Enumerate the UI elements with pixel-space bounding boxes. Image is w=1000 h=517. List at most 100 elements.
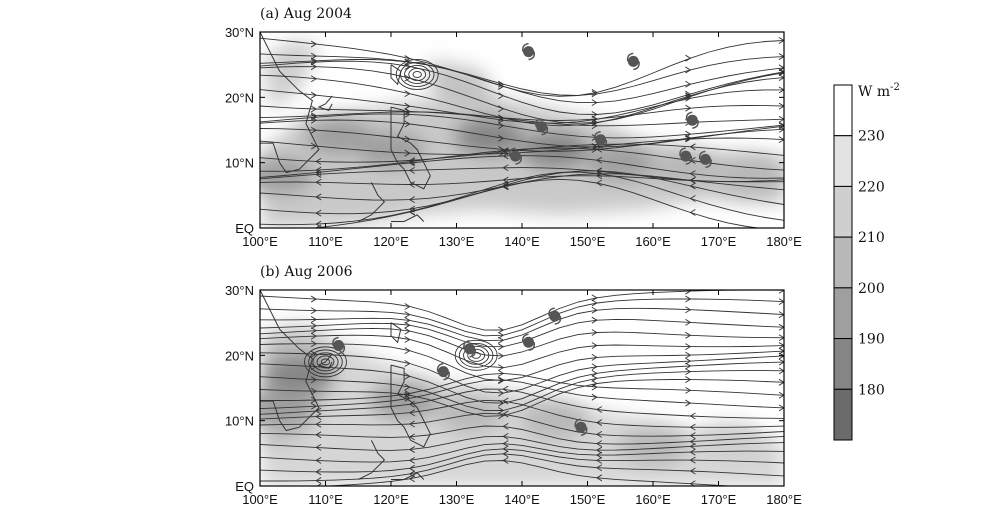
olr-region (717, 157, 784, 194)
panel-b: (b) Aug 2006 100°E 110°E 120°E 130°E 140°E 15… (225, 264, 802, 507)
coastline (317, 353, 333, 370)
panel-a-plot-area (260, 32, 789, 233)
streamline (260, 379, 784, 417)
tc-genesis-marker (685, 111, 699, 129)
circulation-ring (467, 348, 485, 362)
x-tick-label: 120°E (373, 492, 409, 507)
x-tick-label: 150°E (570, 492, 606, 507)
colorbar-level-label: 210 (858, 230, 885, 246)
colorbar-box (833, 236, 853, 289)
circulation-ring (412, 71, 422, 78)
y-tick-label: EQ (235, 221, 254, 236)
panel-b-axes: 100°E 110°E 120°E 130°E 140°E 150°E 160°E 170°E… (225, 283, 802, 507)
x-tick-label: 140°E (504, 234, 540, 249)
colorbar-box (833, 185, 853, 238)
x-tick-label: 130°E (439, 492, 475, 507)
streamline (260, 379, 784, 410)
streamline-arrow (778, 347, 784, 355)
panel-a-axes: 100°E 110°E 120°E 130°E 140°E 150°E 160°E 170°E… (225, 25, 802, 249)
streamline-arrow (778, 352, 784, 360)
colorbar: W m-2 230 220 210 200 190 180 (833, 82, 900, 441)
y-tick-label: 20°N (225, 90, 254, 105)
colorbar-level-label: 230 (858, 129, 885, 145)
streamline (260, 137, 784, 155)
streamline-arrow (784, 227, 789, 233)
circulation-ring (408, 68, 427, 81)
streamline-arrow (783, 450, 784, 452)
streamline-arrow (778, 68, 784, 76)
panel-a-coastlines (260, 32, 458, 222)
y-tick-label: 10°N (225, 414, 254, 429)
streamline-arrow (778, 102, 784, 110)
coastline (390, 106, 431, 190)
streamline-arrow (778, 358, 784, 366)
circulation-ring (395, 59, 439, 90)
olr-region (304, 118, 373, 155)
tc-genesis-marker (332, 336, 346, 355)
streamline (260, 53, 784, 96)
coastline (390, 64, 402, 86)
coastline (317, 95, 333, 112)
panel-a-streamlines (260, 37, 789, 233)
coastline (390, 364, 431, 448)
streamline (260, 170, 784, 215)
streamline (260, 327, 784, 357)
x-tick-label: 170°E (701, 234, 737, 249)
panel-b-olr-regions (260, 356, 766, 465)
streamline-arrow (783, 475, 784, 477)
panel-b-streamlines (260, 290, 784, 486)
streamline-arrow (783, 442, 784, 444)
streamline-arrow (778, 378, 784, 386)
streamline (260, 435, 784, 451)
streamline (260, 128, 784, 152)
circulation-ring (458, 342, 494, 368)
streamline-arrow (783, 154, 784, 156)
colorbar-box (833, 338, 853, 390)
streamline (260, 343, 784, 382)
x-tick-label: 110°E (308, 234, 343, 249)
x-tick-label: 110°E (308, 492, 343, 507)
streamline (260, 412, 784, 437)
streamline-arrow (778, 125, 784, 133)
tc-genesis-marker (522, 42, 536, 61)
streamline-arrow (783, 204, 784, 206)
streamline (260, 155, 784, 179)
coastline (391, 472, 425, 480)
streamline-arrow (316, 483, 322, 486)
circulation-ring (404, 65, 431, 84)
panel-b-plot-area (260, 290, 784, 486)
streamline (260, 147, 784, 172)
circulation-ring (308, 349, 343, 375)
panel-a-title: (a) Aug 2004 (260, 6, 352, 22)
streamline-arrow (783, 169, 784, 171)
panel-b-tc-markers (332, 307, 588, 436)
x-tick-label: 170°E (701, 492, 737, 507)
streamline (260, 399, 784, 428)
colorbar-box (833, 84, 853, 137)
coastline (456, 32, 458, 33)
streamline-arrow (783, 417, 784, 419)
streamline-arrow (778, 404, 784, 412)
streamline-arrow (778, 342, 784, 349)
panel-b-coastlines (260, 290, 431, 480)
streamline (260, 119, 784, 148)
tc-genesis-marker (679, 147, 693, 165)
streamline-arrow (778, 69, 784, 77)
streamline-arrow (778, 37, 784, 44)
tc-genesis-marker (594, 131, 608, 149)
colorbar-box (833, 135, 853, 187)
olr-region (619, 428, 687, 465)
streamline-arrow (783, 462, 784, 464)
colorbar-level-label: 200 (858, 281, 885, 297)
streamline (260, 318, 784, 348)
coastline (260, 32, 320, 174)
streamline-arrow (778, 122, 784, 130)
circulation-ring (463, 345, 490, 365)
coastline (358, 182, 386, 222)
panel-a: (a) Aug 2004 100°E 110°E 120°E 130°E 140°E 15… (225, 6, 802, 249)
x-tick-label: 150°E (570, 234, 606, 249)
streamline (260, 307, 784, 342)
streamline (260, 448, 784, 473)
streamline-arrow (783, 181, 784, 183)
streamline (260, 372, 784, 401)
